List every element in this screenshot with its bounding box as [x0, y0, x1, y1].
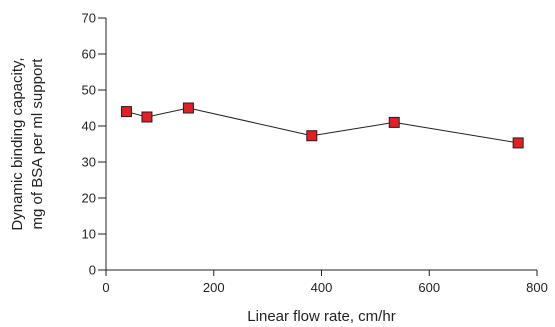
- data-point: [120, 106, 132, 118]
- data-point: [306, 130, 318, 142]
- data-point: [182, 102, 194, 114]
- chart-axes: [105, 18, 537, 271]
- data-point: [388, 116, 400, 128]
- y-tick-label: 40: [82, 119, 96, 134]
- y-axis-title: Dynamic binding capacity, mg of BSA per …: [9, 57, 46, 230]
- x-axis-ticks: 0 200 400 600 800: [102, 270, 548, 295]
- y-axis-title-line-1: Dynamic binding capacity,: [9, 57, 26, 230]
- x-tick-label: 0: [102, 280, 109, 295]
- data-point: [141, 111, 153, 123]
- y-tick-label: 30: [82, 155, 96, 170]
- y-tick-label: 20: [82, 191, 96, 206]
- data-point: [512, 137, 524, 149]
- y-axis-ticks: 0 10 20 30 40 50 60 70: [82, 11, 106, 278]
- y-tick-label: 60: [82, 47, 96, 62]
- data-markers: [120, 102, 524, 149]
- x-axis-title: Linear flow rate, cm/hr: [247, 308, 395, 325]
- y-tick-label: 0: [89, 263, 96, 278]
- y-tick-label: 50: [82, 83, 96, 98]
- y-tick-label: 10: [82, 227, 96, 242]
- x-tick-label: 800: [526, 280, 548, 295]
- y-axis-title-line-2: mg of BSA per ml support: [29, 58, 46, 230]
- x-tick-label: 400: [311, 280, 333, 295]
- y-tick-label: 70: [82, 11, 96, 26]
- x-tick-label: 600: [418, 280, 440, 295]
- x-tick-label: 200: [203, 280, 225, 295]
